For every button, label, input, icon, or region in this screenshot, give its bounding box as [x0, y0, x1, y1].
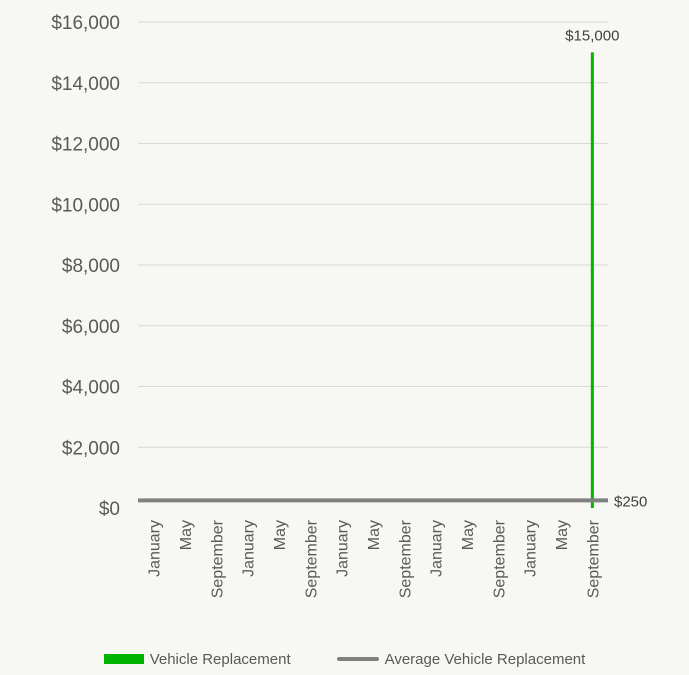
x-tick-label: May [554, 520, 571, 550]
legend-entry-average-vehicle-replacement: Average Vehicle Replacement [336, 650, 586, 668]
legend-entry-vehicle-replacement: Vehicle Replacement [103, 650, 291, 668]
y-tick-label: $14,000 [51, 74, 120, 95]
x-tick-label: September [397, 519, 414, 598]
gridlines [138, 21, 608, 448]
y-tick-label: $2,000 [62, 438, 120, 459]
legend: Vehicle Replacement Average Vehicle Repl… [0, 648, 689, 670]
y-tick-label: $16,000 [51, 13, 120, 34]
bar [590, 52, 594, 508]
x-tick-label: May [272, 520, 289, 550]
x-tick-label: January [429, 520, 446, 577]
y-tick-label: $8,000 [62, 256, 120, 277]
x-tick-label: January [523, 520, 540, 577]
y-tick-label: $12,000 [51, 135, 120, 156]
legend-label-vehicle-replacement: Vehicle Replacement [149, 650, 291, 668]
y-tick-label: $6,000 [62, 317, 120, 338]
x-tick-label: May [460, 520, 477, 550]
y-axis-ticks: $0 $2,000 $4,000 $6,000 $8,000 $10,000 $12,000… [51, 13, 120, 520]
chart: $0 $2,000 $4,000 $6,000 $8,000 $10,000 $12,000… [51, 13, 647, 598]
legend-label-average-vehicle-replacement: Average Vehicle Replacement [384, 650, 586, 668]
data-labels: $15,000 $250 [565, 27, 647, 510]
x-tick-label: May [178, 520, 195, 550]
average-line-data-label: $250 [614, 493, 647, 510]
x-tick-label: January [147, 520, 164, 577]
x-tick-label: September [585, 519, 602, 598]
y-tick-label: $0 [99, 499, 120, 520]
bar-data-label: $15,000 [565, 27, 619, 44]
bar-series [590, 52, 594, 508]
y-tick-label: $4,000 [62, 378, 120, 399]
x-tick-label: January [241, 520, 258, 577]
legend-swatch-bar [103, 654, 144, 664]
x-tick-label: May [366, 520, 383, 550]
x-tick-label: September [303, 519, 320, 598]
y-tick-label: $10,000 [51, 195, 120, 216]
x-tick-label: January [335, 520, 352, 577]
x-axis-ticks: January May September January May September Ja… [147, 519, 603, 598]
legend-swatch-line [336, 657, 379, 661]
x-tick-label: September [491, 519, 508, 598]
x-tick-label: September [209, 519, 226, 598]
